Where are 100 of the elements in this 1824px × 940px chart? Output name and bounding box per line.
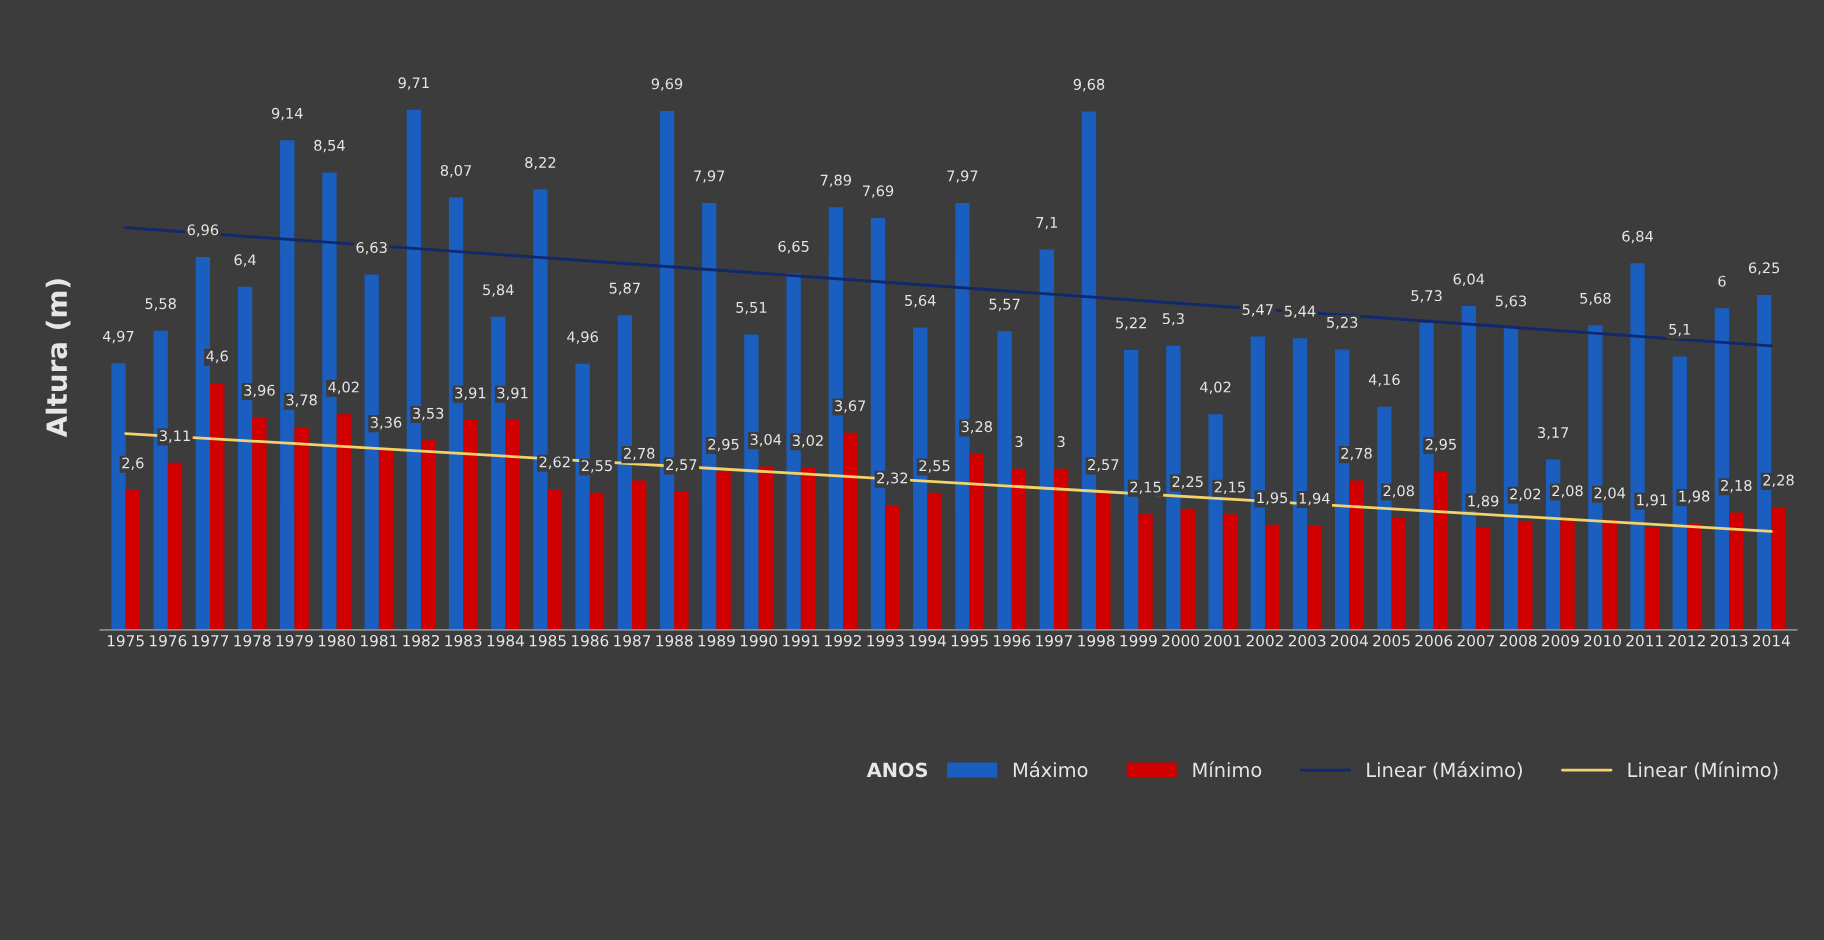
bar	[1771, 507, 1786, 630]
data-label: 8,54	[314, 139, 345, 153]
data-label: 2,04	[1594, 487, 1626, 500]
bar	[997, 331, 1012, 630]
data-label: 5,44	[1284, 305, 1316, 319]
data-label: 2,55	[919, 460, 950, 473]
x-tick-label: 1988	[656, 634, 693, 647]
bar	[1222, 514, 1238, 630]
data-label: 4,02	[328, 381, 359, 395]
data-label: 2,28	[1763, 474, 1794, 488]
x-tick-label: 1979	[276, 634, 313, 647]
bar	[632, 480, 647, 630]
x-tick-label: 1991	[783, 634, 819, 647]
data-label: 3,28	[961, 421, 992, 434]
x-tick-label: 1983	[445, 634, 482, 647]
data-label: 5,51	[736, 302, 767, 315]
bar	[294, 426, 309, 630]
x-tick-label: 2008	[1499, 634, 1537, 647]
data-label: 3,11	[159, 430, 190, 443]
bar	[547, 489, 562, 630]
x-tick-label: 1995	[951, 634, 988, 647]
legend-label: Linear (Mínimo)	[1628, 761, 1778, 780]
data-label: 6,96	[187, 224, 219, 237]
data-label: 5,68	[1580, 292, 1611, 306]
x-tick-label: 1982	[403, 634, 439, 647]
data-label: 7,97	[947, 170, 978, 183]
x-tick-label: 2010	[1584, 634, 1621, 647]
x-tick-label: 2004	[1331, 634, 1368, 647]
data-label: 2,78	[624, 447, 655, 461]
data-label: 2,02	[1510, 488, 1541, 501]
data-label: 5,22	[1116, 317, 1146, 330]
bar	[1053, 468, 1069, 630]
data-label: 3,67	[835, 400, 866, 413]
data-label: 3	[1015, 436, 1023, 448]
x-tick-label: 1990	[740, 634, 778, 647]
bar	[800, 467, 816, 630]
data-label: 4,6	[206, 350, 228, 364]
bar	[1560, 517, 1575, 630]
x-tick-label: 1985	[529, 634, 566, 647]
data-label: 1,91	[1637, 494, 1667, 507]
data-label: 5,47	[1242, 304, 1273, 317]
data-label: 3,96	[244, 384, 275, 398]
data-label: 5,64	[905, 294, 936, 308]
data-label: 9,69	[651, 78, 683, 91]
x-tick-label: 1994	[909, 634, 946, 647]
bar	[1349, 480, 1364, 630]
x-tick-label: 1989	[698, 634, 735, 647]
x-tick-label: 1984	[487, 634, 524, 647]
data-label: 4,16	[1368, 374, 1400, 387]
data-label: 7,69	[862, 185, 894, 198]
bar	[1264, 524, 1280, 630]
bar	[336, 414, 351, 630]
x-tick-label: 2014	[1753, 634, 1790, 647]
x-tick-label: 2003	[1288, 634, 1326, 647]
bar	[1096, 491, 1111, 630]
data-label: 3,91	[455, 387, 486, 400]
data-label: 2,57	[666, 459, 697, 472]
bar	[125, 490, 140, 630]
bar	[1391, 517, 1406, 630]
y-axis-title: Altura (m)	[45, 279, 71, 438]
data-label: 2,95	[708, 438, 739, 452]
data-label: 3,53	[413, 407, 444, 421]
data-label: 3,04	[750, 433, 782, 447]
legend-label: Linear (Máximo)	[1367, 761, 1522, 780]
data-label: 2,62	[539, 456, 570, 469]
x-tick-label: 1975	[107, 634, 144, 647]
data-label: 1,95	[1257, 492, 1288, 505]
data-label: 2,78	[1341, 447, 1372, 461]
x-tick-label: 1999	[1120, 634, 1157, 647]
data-label: 2,25	[1172, 476, 1203, 489]
bar	[378, 449, 394, 630]
data-label: 9,71	[398, 77, 429, 90]
data-label: 5,3	[1162, 313, 1184, 326]
data-label: 6	[1718, 275, 1726, 287]
x-tick-label: 2011	[1626, 634, 1663, 647]
bar	[1602, 520, 1617, 630]
x-tick-label: 1976	[150, 634, 187, 647]
bar	[1475, 528, 1491, 630]
data-label: 5,57	[989, 298, 1020, 312]
data-label: 3,91	[497, 387, 528, 400]
data-label: 2,15	[1214, 481, 1245, 495]
bar	[1039, 249, 1054, 630]
data-label: 2,57	[1088, 459, 1119, 472]
x-tick-label: 1992	[825, 634, 861, 647]
x-tick-label: 1997	[1036, 634, 1073, 647]
x-tick-label: 1978	[234, 634, 271, 647]
bar	[1686, 523, 1702, 630]
data-label: 5,1	[1669, 323, 1690, 337]
bar	[674, 491, 689, 630]
data-label: 9,14	[271, 107, 303, 121]
bar	[1729, 512, 1744, 630]
data-label: 2,6	[122, 457, 144, 470]
data-label: 7,89	[820, 174, 852, 188]
data-label: 2,08	[1383, 485, 1414, 498]
x-tick-label: 2009	[1542, 634, 1579, 647]
x-tick-label: 2013	[1710, 634, 1748, 647]
data-label: 1,89	[1468, 495, 1499, 508]
x-tick-label: 1993	[867, 634, 904, 647]
bar	[885, 505, 900, 630]
data-label: 2,95	[1425, 438, 1456, 452]
